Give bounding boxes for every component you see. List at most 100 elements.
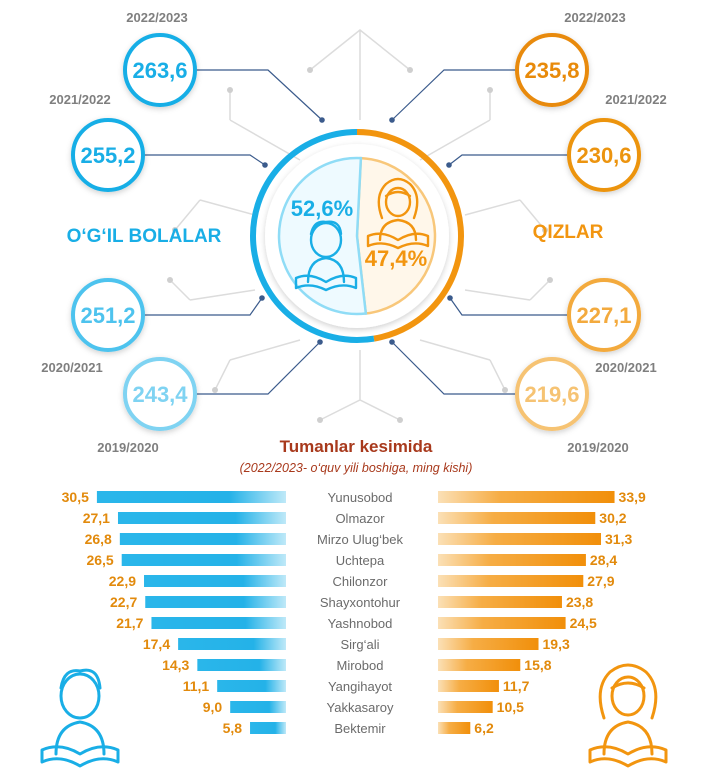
boys-bar-label-5: 22,7 [110,594,137,610]
boys-arc [250,129,375,343]
district-label-11: Bektemir [334,721,386,736]
boy-connector-2 [144,297,263,316]
boy-connector-dot-3 [317,339,323,345]
girl-bubble-value-2: 227,1 [576,303,631,328]
girls-bar-label-1: 30,2 [599,510,626,526]
district-label-3: Uchtepa [336,553,385,568]
share-donut: 52,6% 47,4% [250,129,464,343]
girl-year-label-1: 2021/2022 [605,92,666,107]
boys-bar-0 [96,491,287,503]
boy-reading-icon [294,220,358,292]
girl-bubble-value-0: 235,8 [524,58,579,83]
boy-bubble-value-0: 263,6 [132,58,187,83]
district-bars: 30,5 33,9 Yunusobod 27,1 30,2 Olmazor 26,8 31,3… [62,489,646,736]
connector-lines [144,69,568,395]
girl-reading-icon [588,663,668,768]
boy-bubble-value-3: 243,4 [132,382,188,407]
boys-bar-2 [119,533,286,545]
girl-bubble-0 [515,33,589,107]
boy-bubble-3 [123,357,197,431]
district-label-7: Sirg‘ali [340,637,379,652]
girl-year-label-2: 2020/2021 [595,360,656,375]
district-label-8: Mirobod [337,658,384,673]
girls-bar-label-8: 15,8 [524,657,551,673]
decorative-network [169,29,551,421]
boys-bar-label-3: 26,5 [86,552,113,568]
girls-bar-label-11: 6,2 [474,720,494,736]
boy-reading-icon [40,668,120,768]
girl-connector-dot-0 [389,117,395,123]
girls-bar-label-5: 23,8 [566,594,593,610]
boy-bubble-0 [123,33,197,107]
district-label-1: Olmazor [335,511,385,526]
girl-bubble-3 [515,357,589,431]
girl-year-label-0: 2022/2023 [564,10,625,25]
girl-year-label-3: 2019/2020 [567,440,628,455]
girl-connector-dot-2 [447,295,453,301]
boys-bar-label-9: 11,1 [183,678,210,694]
girls-arc [356,129,464,342]
boy-connector-0 [196,69,323,121]
girls-bar-label-6: 24,5 [570,615,597,631]
girls-bar-8 [438,659,521,671]
boy-year-label-3: 2019/2020 [97,440,158,455]
boys-label: O‘G‘IL BOLALAR [67,226,222,247]
boys-bar-label-1: 27,1 [83,510,110,526]
boy-connector-1 [144,154,266,166]
boy-year-label-2: 2020/2021 [41,360,102,375]
girl-connector-3 [391,341,516,395]
girls-bar-label-3: 28,4 [590,552,617,568]
district-label-6: Yashnobod [328,616,393,631]
boys-bar-5 [145,596,286,608]
girls-bar-11 [438,722,471,734]
girls-bar-label-10: 10,5 [497,699,524,715]
girl-connector-0 [391,69,516,121]
district-label-2: Mirzo Ulug‘bek [317,532,403,547]
district-label-10: Yakkasaroy [327,700,394,715]
boys-bar-10 [230,701,286,713]
district-label-5: Shayxontohur [320,595,401,610]
girl-reading-icon [366,177,430,250]
boy-bubble-2 [71,278,145,352]
girls-bar-label-9: 11,7 [503,678,530,694]
boys-bar-1 [117,512,286,524]
boys-bar-label-6: 21,7 [116,615,143,631]
girls-bar-6 [438,617,566,629]
boy-connector-dot-1 [262,162,268,168]
boys-bar-8 [197,659,286,671]
boys-bar-4 [144,575,286,587]
boys-bar-label-4: 22,9 [109,573,136,589]
boys-bar-label-2: 26,8 [85,531,112,547]
boy-year-label-0: 2022/2023 [126,10,187,25]
boy-year-label-1: 2021/2022 [49,92,110,107]
girl-bubble-2 [567,278,641,352]
boys-bar-label-0: 30,5 [62,489,89,505]
district-label-4: Chilonzor [333,574,389,589]
district-label-0: Yunusobod [327,490,392,505]
year-bubbles: 263,6 2022/2023 235,8 2022/2023 255,2 2021/20… [41,10,666,455]
girls-bar-9 [438,680,499,692]
girl-bubble-value-3: 219,6 [524,382,579,407]
boys-bar-label-10: 9,0 [203,699,223,715]
girl-bubble-value-1: 230,6 [576,143,631,168]
girls-bar-10 [438,701,493,713]
girls-bar-2 [438,533,602,545]
boy-bubble-value-2: 251,2 [80,303,135,328]
boys-bar-9 [217,680,286,692]
boy-connector-dot-0 [319,117,325,123]
district-chart-subtitle: (2022/2023- o‘quv yili boshiga, ming kis… [240,461,473,475]
boy-bubble-1 [71,118,145,192]
girls-label: QIZLAR [533,222,604,243]
district-label-9: Yangihayot [328,679,392,694]
girl-connector-dot-1 [446,162,452,168]
girls-bar-1 [438,512,596,524]
girls-share-label: 47,4% [365,246,427,271]
girl-bubble-1 [567,118,641,192]
girls-bar-label-4: 27,9 [587,573,614,589]
boy-connector-3 [196,341,321,395]
girls-bar-4 [438,575,584,587]
girl-connector-2 [449,297,568,316]
boys-bar-label-11: 5,8 [223,720,243,736]
boys-bar-3 [121,554,286,566]
boys-bar-label-7: 17,4 [143,636,170,652]
